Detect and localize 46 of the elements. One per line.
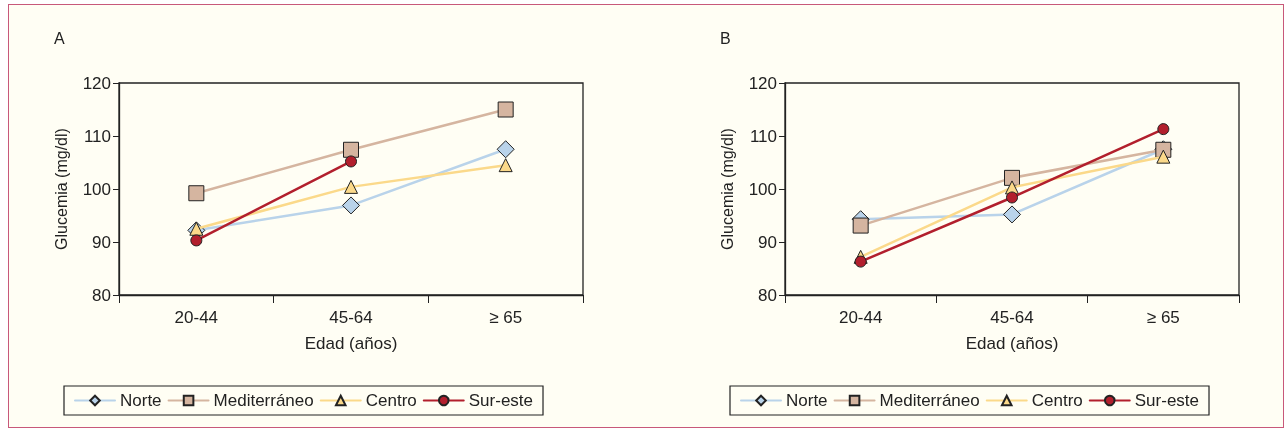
legend-label: Mediterráneo (213, 391, 314, 410)
point (188, 185, 205, 202)
x-tick-label: ≥ 65 (489, 308, 523, 327)
x-tick-label: 45-64 (329, 308, 373, 327)
point (854, 255, 867, 268)
y-tick-label: 90 (758, 232, 777, 252)
legend-label: Sur-este (1134, 391, 1200, 410)
x-tick-label: 20-44 (174, 308, 219, 327)
y-tick-label: 80 (758, 285, 777, 305)
point (852, 217, 869, 234)
y-tick-label: 120 (82, 73, 111, 93)
y-tick-label: 100 (748, 179, 777, 199)
y-tick-label: 80 (92, 285, 111, 305)
point (497, 101, 514, 118)
point (343, 141, 359, 158)
point (498, 158, 513, 173)
y-tick-label: 110 (83, 126, 111, 146)
x-axis-title: Edad (años) (304, 334, 398, 353)
legend-label: Centro (1031, 391, 1083, 410)
legend-label: Mediterráneo (879, 391, 980, 410)
legend-label: Sur-este (468, 391, 534, 410)
x-axis-title: Edad (años) (965, 334, 1059, 353)
point (189, 221, 204, 236)
chart-title: A (54, 29, 65, 47)
x-tick-label: 45-64 (990, 308, 1034, 327)
y-axis-title: Glucemia (mg/dl) (718, 128, 736, 250)
y-tick-label: 100 (82, 179, 111, 199)
y-tick-label: 90 (92, 232, 111, 252)
legend-label: Norte (786, 391, 828, 410)
y-tick-label: 120 (748, 73, 777, 93)
point (342, 196, 360, 215)
point (1157, 123, 1170, 136)
point (190, 234, 203, 247)
point (1156, 149, 1171, 164)
point (1006, 191, 1018, 204)
x-tick-label: ≥ 65 (1146, 308, 1180, 327)
y-axis-title: Glucemia (mg/dl) (52, 128, 70, 250)
legend-label: Centro (365, 391, 417, 410)
point (344, 179, 358, 194)
point (345, 155, 357, 168)
chart-title: B (720, 29, 731, 47)
legend-label: Norte (120, 391, 162, 410)
y-tick-label: 110 (749, 126, 777, 146)
x-tick-label: 20-44 (838, 308, 883, 327)
point (1003, 205, 1021, 224)
point (496, 140, 515, 159)
